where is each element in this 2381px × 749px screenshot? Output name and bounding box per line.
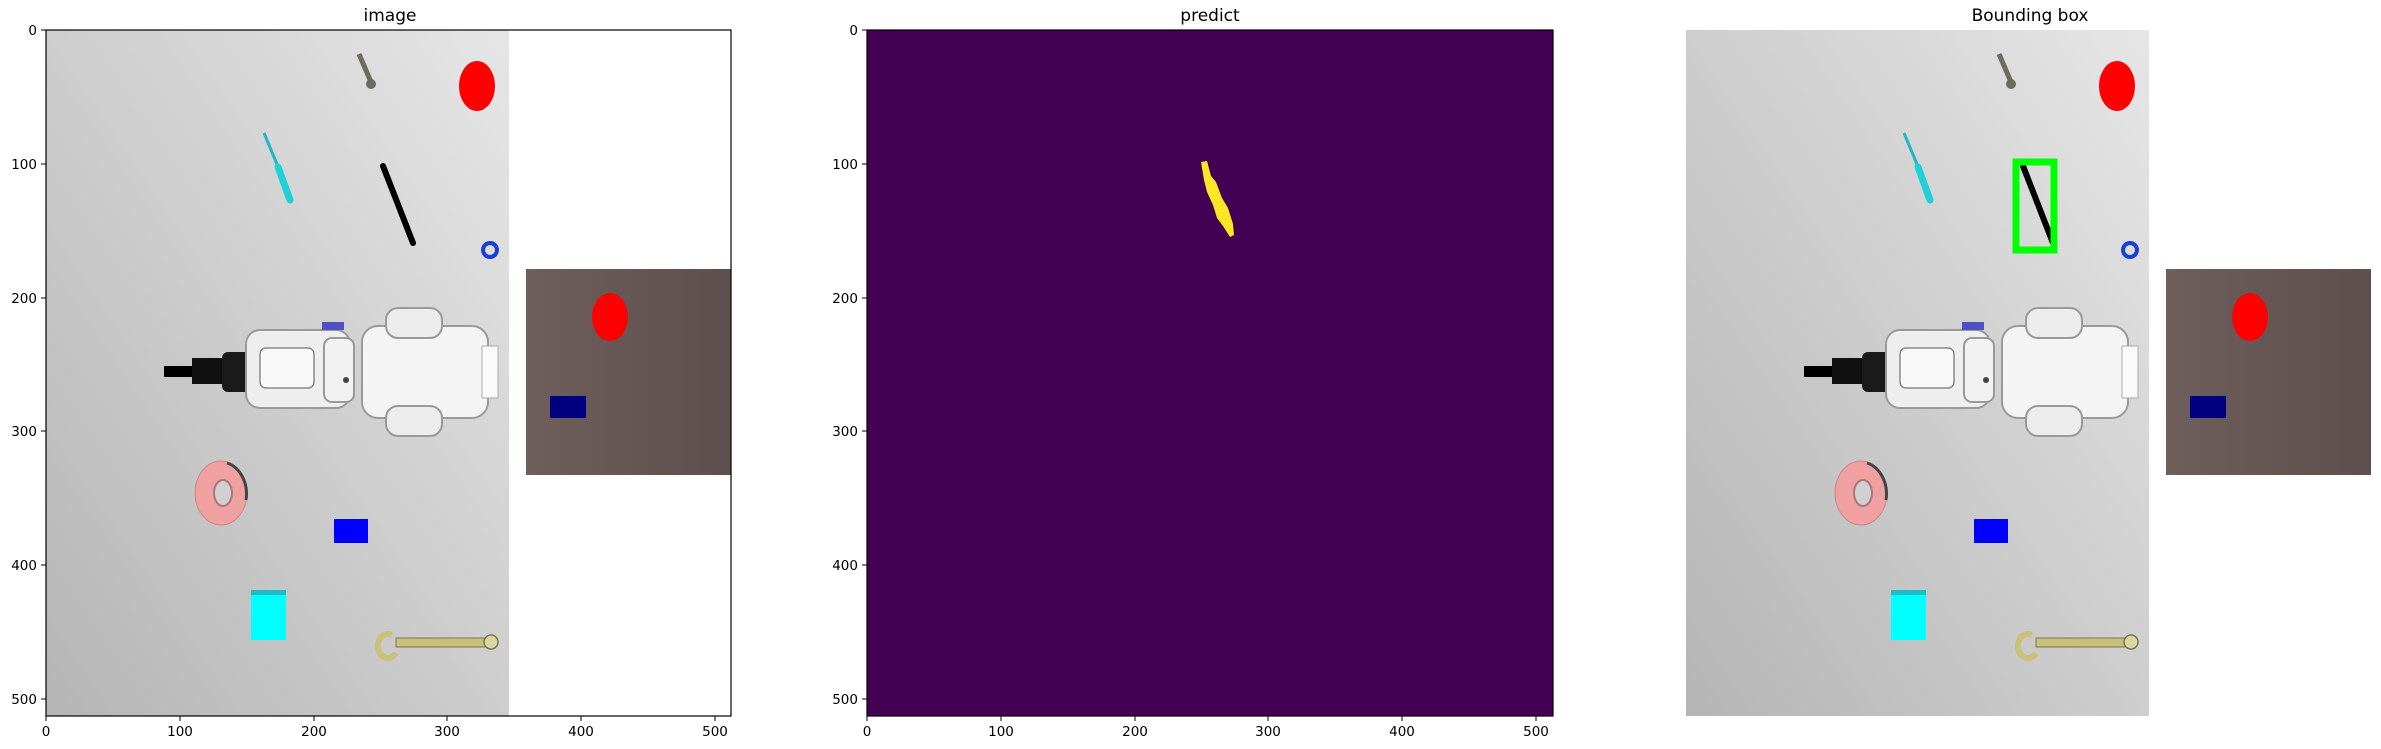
y-tick: 200 — [832, 291, 867, 307]
y-tick: 100 — [832, 157, 867, 173]
y-tick-label: 300 — [11, 424, 37, 440]
scene-bounding-box — [1686, 30, 2371, 716]
x-tick-label: 400 — [568, 724, 594, 740]
y-tick-label: 200 — [832, 291, 858, 307]
x-tick-label: 200 — [301, 724, 327, 740]
y-tick-label: 400 — [832, 558, 858, 574]
x-tick-label: 0 — [42, 724, 51, 740]
x-tick: 0 — [863, 716, 872, 740]
y-tick: 200 — [11, 291, 46, 307]
y-tick-label: 500 — [832, 692, 858, 708]
x-tick-label: 100 — [988, 724, 1014, 740]
y-tick-label: 500 — [11, 692, 37, 708]
x-tick: 200 — [1122, 716, 1148, 740]
y-tick-label: 100 — [832, 157, 858, 173]
y-tick-label: 300 — [832, 424, 858, 440]
y-tick: 300 — [11, 424, 46, 440]
prediction-mask — [1201, 161, 1234, 237]
x-tick: 0 — [42, 716, 51, 740]
scene-image — [46, 30, 731, 716]
y-tick: 400 — [11, 558, 46, 574]
panel-title-bounding-box: Bounding box — [1971, 6, 2089, 26]
y-tick-label: 0 — [28, 23, 37, 39]
x-tick: 300 — [434, 716, 460, 740]
y-axis-predict: 0 100 200 300 400 500 — [832, 23, 867, 708]
x-axis-predict: 0 100 200 300 400 500 — [863, 716, 1549, 740]
y-tick: 100 — [11, 157, 46, 173]
bounding-box-rect — [2012, 158, 2058, 254]
x-tick: 400 — [1389, 716, 1415, 740]
prediction-background — [867, 30, 1553, 716]
y-tick: 500 — [11, 692, 46, 708]
x-tick: 100 — [167, 716, 193, 740]
x-tick: 400 — [568, 716, 594, 740]
x-axis-image: 0 100 200 300 400 500 — [42, 716, 728, 740]
x-tick: 200 — [301, 716, 327, 740]
y-tick-label: 400 — [11, 558, 37, 574]
y-tick: 0 — [849, 23, 867, 39]
x-tick-label: 500 — [1523, 724, 1549, 740]
x-tick-label: 0 — [863, 724, 872, 740]
panel-bounding-box — [1640, 0, 2381, 749]
panel-title-predict: predict — [1180, 6, 1240, 26]
y-tick-label: 0 — [849, 23, 858, 39]
panel-title-image: image — [363, 6, 417, 26]
y-tick-label: 100 — [11, 157, 37, 173]
y-tick: 400 — [832, 558, 867, 574]
prediction-map — [866, 29, 1554, 717]
panel-predict: 0 100 200 300 400 500 0 100 200 300 400 … — [832, 23, 1554, 740]
y-tick: 500 — [832, 692, 867, 708]
x-tick: 100 — [988, 716, 1014, 740]
x-tick-label: 300 — [1255, 724, 1281, 740]
panel-image: 0 100 200 300 400 500 0 100 200 300 400 … — [11, 23, 780, 740]
x-tick-label: 200 — [1122, 724, 1148, 740]
y-tick: 0 — [28, 23, 46, 39]
x-tick-label: 500 — [702, 724, 728, 740]
x-tick-label: 100 — [167, 724, 193, 740]
x-tick-label: 300 — [434, 724, 460, 740]
x-tick: 500 — [702, 716, 728, 740]
y-tick: 300 — [832, 424, 867, 440]
x-tick-label: 400 — [1389, 724, 1415, 740]
x-tick: 300 — [1255, 716, 1281, 740]
y-tick-label: 200 — [11, 291, 37, 307]
y-axis-image: 0 100 200 300 400 500 — [11, 23, 46, 708]
x-tick: 500 — [1523, 716, 1549, 740]
